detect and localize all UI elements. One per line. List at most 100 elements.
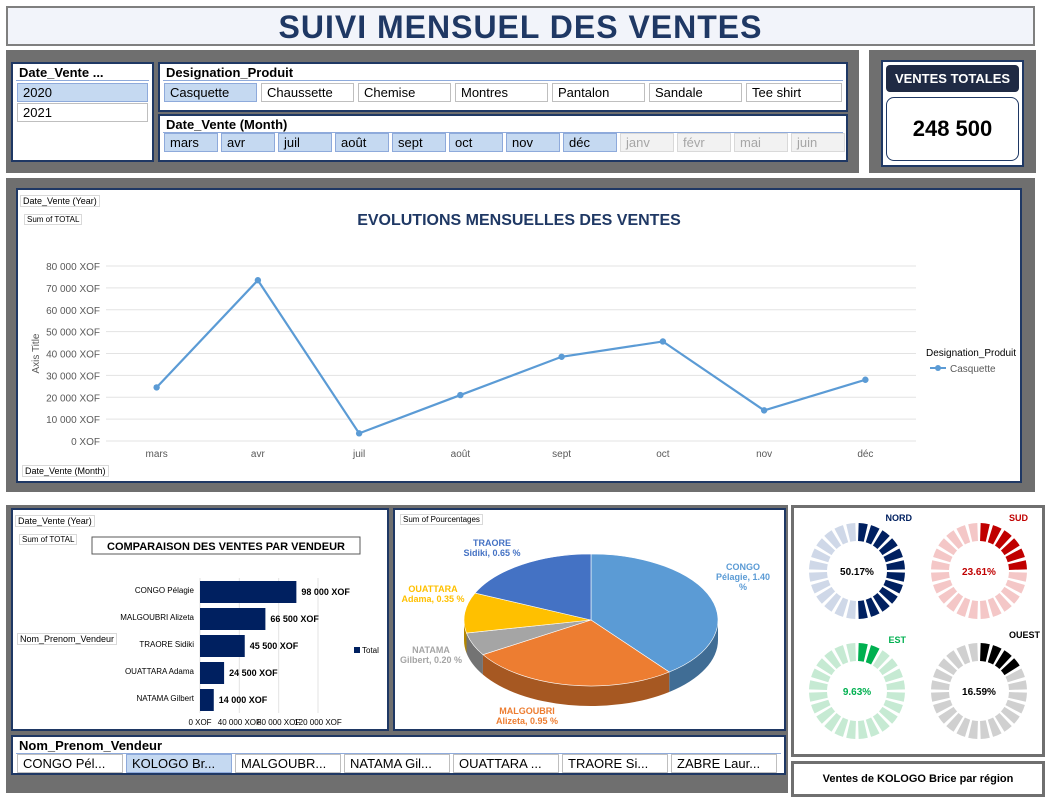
donut-segment	[824, 530, 842, 550]
data-point	[659, 338, 667, 345]
line-axis-field-button[interactable]: Date_Vente (Month)	[22, 465, 109, 477]
svg-text:OUATTARA: OUATTARA	[408, 584, 458, 594]
donut-segment	[956, 645, 971, 665]
donut-segment	[865, 597, 880, 617]
slicer-item-month-juil[interactable]: juil	[278, 133, 332, 152]
slicer-item-vendor-5[interactable]: OUATTARA ...	[453, 754, 559, 773]
donut-segment	[968, 720, 978, 739]
donut-segment	[816, 706, 836, 724]
slicer-item-vendor-1[interactable]: CONGO Pél...	[17, 754, 123, 773]
legend-marker	[935, 365, 941, 371]
region-caption: Ventes de KOLOGO Brice par région	[794, 764, 1042, 794]
page-title: SUIVI MENSUEL DES VENTES	[278, 9, 763, 45]
pie-slice-side	[464, 620, 467, 654]
donut-segment	[931, 680, 950, 690]
slicer-item-casquette[interactable]: Casquette	[164, 83, 257, 102]
slicer-item-month-ao-t[interactable]: août	[335, 133, 389, 152]
month-slicer-title: Date_Vente (Month)	[163, 116, 843, 133]
bar-category-label: OUATTARA Adama	[125, 667, 195, 676]
bar-category-label: MALGOUBRI Alizeta	[120, 613, 194, 622]
donut-segment	[846, 720, 856, 739]
x-tick-label: déc	[857, 449, 873, 460]
slicer-item-month-mai[interactable]: mai	[734, 133, 788, 152]
svg-text:Pélagie, 1.40: Pélagie, 1.40	[716, 572, 770, 582]
bar	[200, 689, 214, 711]
bar-row-field-button[interactable]: Nom_Prenom_Vendeur	[17, 633, 118, 645]
slicer-item-month-d-c[interactable]: déc	[563, 133, 617, 152]
slicer-item-month-nov[interactable]: nov	[506, 133, 560, 152]
donut-segment	[886, 560, 905, 570]
donut-segment	[994, 530, 1012, 550]
donut-ouest	[931, 643, 1027, 739]
donut-segment	[1005, 699, 1025, 714]
bar-filter-button[interactable]: Date_Vente (Year)	[15, 515, 95, 527]
pie-slice-malgoubri	[482, 619, 670, 687]
donut-segment	[933, 699, 953, 714]
slicer-item-vendor-2[interactable]: KOLOGO Br...	[126, 754, 232, 773]
slicer-item-month-sept[interactable]: sept	[392, 133, 446, 152]
donut-value-sud: 23.61%	[962, 567, 996, 578]
slicer-item-month-juin[interactable]: juin	[791, 133, 845, 152]
slicer-item-month-oct[interactable]: oct	[449, 133, 503, 152]
slicer-item-month-avr[interactable]: avr	[221, 133, 275, 152]
slicer-item-month-janv[interactable]: janv	[620, 133, 674, 152]
donut-value-nord: 50.17%	[840, 567, 874, 578]
vendor-slicer-title: Nom_Prenom_Vendeur	[16, 737, 781, 754]
donut-segment	[938, 706, 958, 724]
slicer-item-month-f-vr[interactable]: févr	[677, 133, 731, 152]
vendor-slicer: Nom_Prenom_Vendeur CONGO Pél... KOLOGO Br…	[11, 735, 786, 775]
slicer-item-vendor-3[interactable]: MALGOUBR...	[235, 754, 341, 773]
y-tick-label: 20 000 XOF	[46, 393, 100, 404]
donut-segment	[816, 658, 836, 676]
donut-segment	[824, 650, 842, 670]
donut-segment	[956, 525, 971, 545]
donut-segment	[1000, 538, 1020, 556]
kpi-value: 248 500	[886, 97, 1019, 161]
donut-segment	[878, 658, 898, 676]
data-point	[862, 376, 869, 383]
slicer-item-pantalon[interactable]: Pantalon	[552, 83, 645, 102]
donut-segment	[987, 717, 1002, 737]
donut-segment	[865, 717, 880, 737]
donut-segment	[834, 717, 849, 737]
bar-data-label: 98 000 XOF	[301, 587, 350, 597]
donut-segment	[809, 560, 828, 570]
slicer-item-vendor-4[interactable]: NATAMA Gil...	[344, 754, 450, 773]
donut-segment	[816, 538, 836, 556]
donut-segment	[938, 586, 958, 604]
slicer-item-chaussette[interactable]: Chaussette	[261, 83, 354, 102]
slicer-item-vendor-7[interactable]: ZABRE Laur...	[671, 754, 777, 773]
donut-segment	[968, 643, 978, 662]
donut-segment	[883, 668, 903, 683]
donut-segment	[886, 680, 905, 690]
slicer-item-montres[interactable]: Montres	[455, 83, 548, 102]
donut-segment	[980, 643, 990, 662]
slicer-item-2020[interactable]: 2020	[17, 83, 148, 102]
bar	[200, 662, 225, 684]
donut-segment	[933, 668, 953, 683]
slicer-item-sandale[interactable]: Sandale	[649, 83, 742, 102]
month-slicer: Date_Vente (Month) mars avr juil août sept oc…	[158, 114, 848, 162]
data-point	[457, 391, 464, 399]
line-chart-title: EVOLUTIONS MENSUELLES DES VENTES	[357, 212, 681, 229]
slicer-item-month-mars[interactable]: mars	[164, 133, 218, 152]
donut-segment	[872, 712, 890, 732]
donut-est	[809, 643, 905, 739]
slicer-item-chemise[interactable]: Chemise	[358, 83, 451, 102]
kpi-label: VENTES TOTALES	[886, 65, 1019, 92]
donut-segment	[809, 692, 828, 702]
svg-text:Gilbert, 0.20 %: Gilbert, 0.20 %	[400, 655, 462, 665]
donut-segment	[1005, 548, 1025, 563]
slicer-item-vendor-6[interactable]: TRAORE Si...	[562, 754, 668, 773]
slicer-item-2021[interactable]: 2021	[17, 103, 148, 122]
year-slicer: Date_Vente ... 2020 2021	[11, 62, 154, 162]
line-filter-button[interactable]: Date_Vente (Year)	[20, 195, 100, 207]
donut-segment	[811, 668, 831, 683]
donut-segment	[811, 579, 831, 594]
data-point	[760, 407, 768, 414]
donut-segment	[834, 597, 849, 617]
donut-segment	[933, 579, 953, 594]
slicer-item-tee-shirt[interactable]: Tee shirt	[746, 83, 842, 102]
dashboard-title-bar: SUIVI MENSUEL DES VENTES	[6, 6, 1035, 46]
